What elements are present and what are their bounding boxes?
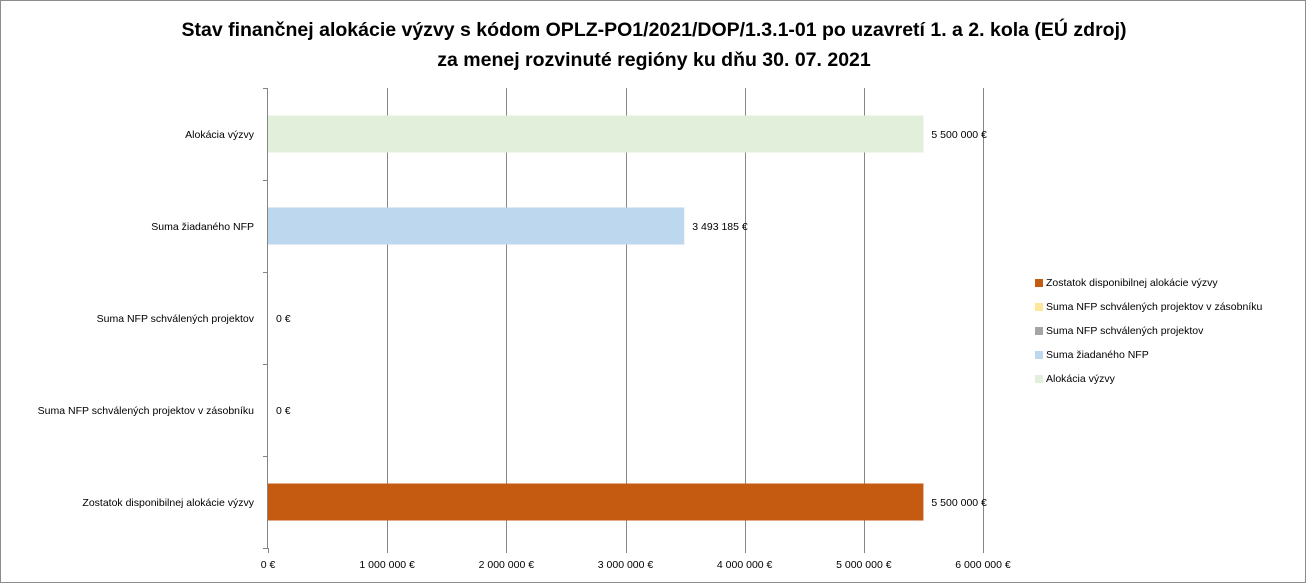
legend-swatch-4 <box>1035 375 1043 383</box>
legend-label-3: Suma žiadaného NFP <box>1046 349 1149 361</box>
x-tick-label-1: 1 000 000 € <box>359 559 415 571</box>
chart-title-line-2: za menej rozvinuté regióny ku dňu 30. 07… <box>437 49 871 71</box>
bar-4 <box>268 483 924 521</box>
legend-item-1: Suma NFP schválených projektov v zásobní… <box>1035 295 1305 319</box>
data-label-1: 3 493 185 € <box>692 221 748 233</box>
category-label-0: Alokácia výzvy <box>185 129 255 141</box>
data-label-0: 5 500 000 € <box>931 129 987 141</box>
legend-label-1: Suma NFP schválených projektov v zásobní… <box>1046 301 1263 313</box>
bar-0 <box>268 115 924 153</box>
data-label-2: 0 € <box>276 313 291 325</box>
legend-item-3: Suma žiadaného NFP <box>1035 343 1305 367</box>
x-tick-label-6: 6 000 000 € <box>955 559 1011 571</box>
legend-label-0: Zostatok disponibilnej alokácie výzvy <box>1046 277 1218 289</box>
legend-item-4: Alokácia výzvy <box>1035 367 1305 391</box>
x-tick-label-4: 4 000 000 € <box>717 559 773 571</box>
legend-swatch-2 <box>1035 327 1043 335</box>
x-tick-label-0: 0 € <box>261 559 276 571</box>
legend-swatch-3 <box>1035 351 1043 359</box>
legend-label-4: Alokácia výzvy <box>1046 373 1115 385</box>
x-tick-label-5: 5 000 000 € <box>836 559 892 571</box>
chart-title: Stav finančnej alokácie výzvy s kódom OP… <box>1 15 1306 75</box>
chart-legend: Zostatok disponibilnej alokácie výzvy Sum… <box>1035 271 1305 391</box>
x-tick-label-2: 2 000 000 € <box>479 559 535 571</box>
category-label-2: Suma NFP schválených projektov <box>97 313 255 325</box>
bar-1 <box>268 207 685 245</box>
legend-item-2: Suma NFP schválených projektov <box>1035 319 1305 343</box>
legend-swatch-1 <box>1035 303 1043 311</box>
legend-swatch-0 <box>1035 279 1043 287</box>
legend-label-2: Suma NFP schválených projektov <box>1046 325 1204 337</box>
legend-item-0: Zostatok disponibilnej alokácie výzvy <box>1035 271 1305 295</box>
chart-title-line-1: Stav finančnej alokácie výzvy s kódom OP… <box>181 19 1127 41</box>
category-label-3: Suma NFP schválených projektov v zásobní… <box>38 405 254 417</box>
category-label-1: Suma žiadaného NFP <box>151 221 254 233</box>
category-label-4: Zostatok disponibilnej alokácie výzvy <box>82 497 254 509</box>
x-tick-label-3: 3 000 000 € <box>598 559 654 571</box>
data-label-3: 0 € <box>276 405 291 417</box>
data-label-4: 5 500 000 € <box>931 497 987 509</box>
